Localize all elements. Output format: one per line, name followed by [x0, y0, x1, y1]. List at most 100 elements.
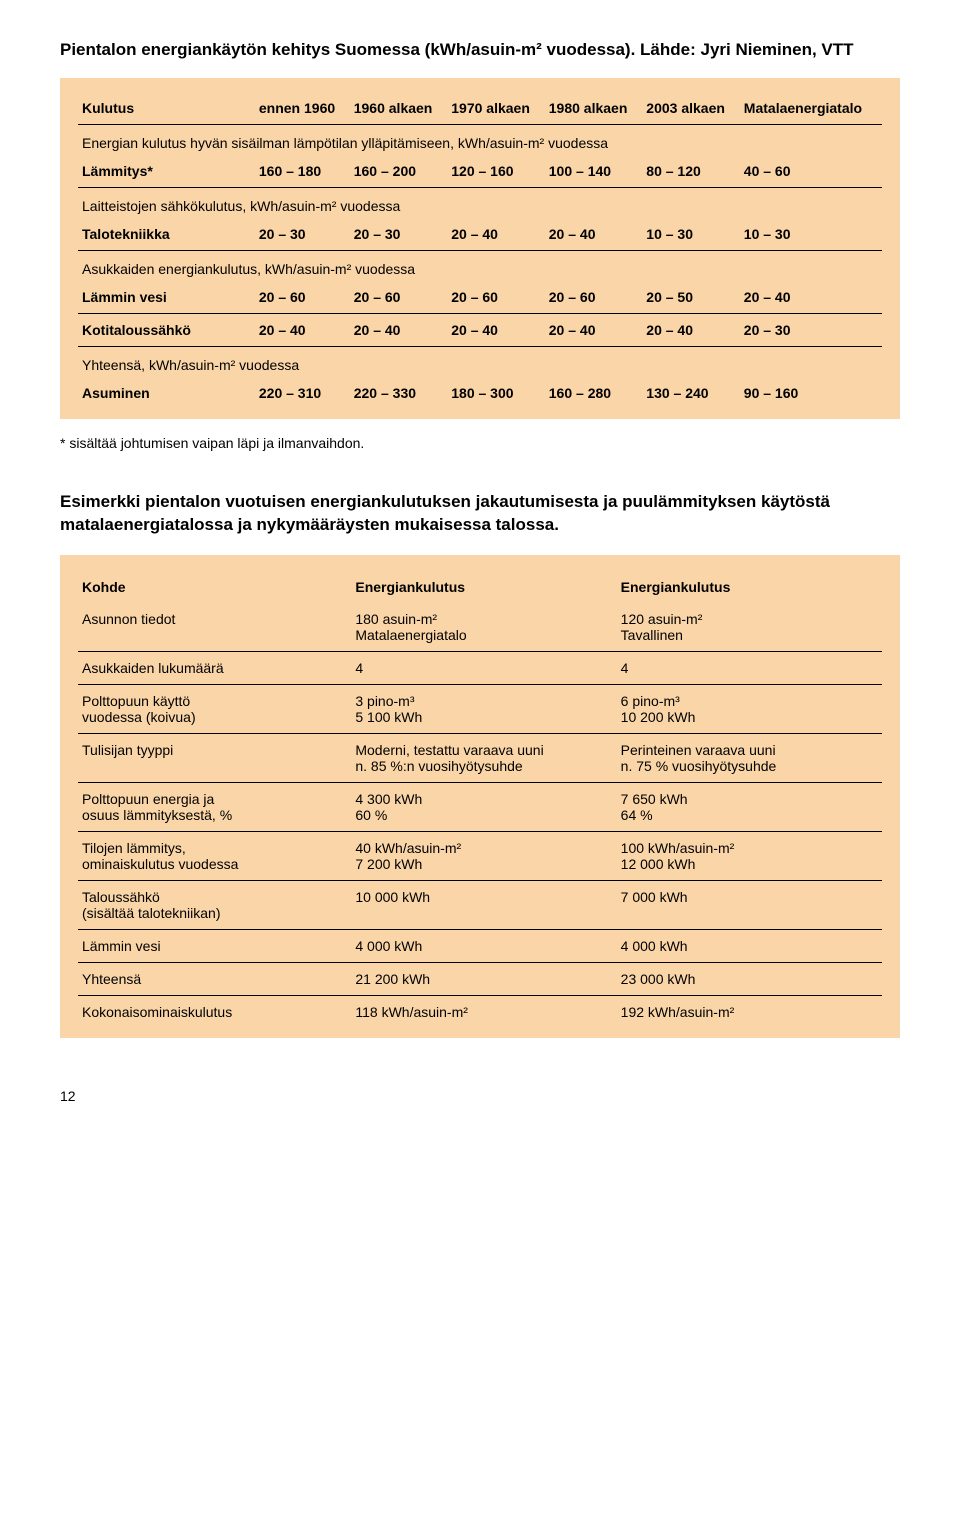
group1-label-row: Energian kulutus hyvän sisäilman lämpöti… [78, 125, 882, 156]
group2-label: Laitteistojen sähkökulutus, kWh/asuin-m²… [78, 188, 882, 219]
cell: 20 – 30 [255, 218, 350, 251]
group4-label: Yhteensä, kWh/asuin-m² vuodessa [78, 347, 882, 378]
cell: Lämmin vesi [78, 281, 255, 314]
cell: 90 – 160 [740, 377, 882, 409]
cell: 20 – 60 [447, 281, 545, 314]
row-col2: 7 650 kWh64 % [617, 782, 882, 831]
table1-container: Kulutus ennen 1960 1960 alkaen 1970 alka… [60, 78, 900, 419]
th-2003alkaen: 2003 alkaen [642, 94, 740, 125]
table2-row: Kokonaisominaiskulutus118 kWh/asuin-m²19… [78, 995, 882, 1028]
cell: Kotitaloussähkö [78, 314, 255, 347]
row-lamminvesi: Lämmin vesi 20 – 60 20 – 60 20 – 60 20 –… [78, 281, 882, 314]
row-col1: 118 kWh/asuin-m² [351, 995, 616, 1028]
row-label: Yhteensä [78, 962, 351, 995]
cell: 160 – 180 [255, 155, 350, 188]
cell: 220 – 310 [255, 377, 350, 409]
th-1980alkaen: 1980 alkaen [545, 94, 643, 125]
row-kotitaloussahko: Kotitaloussähkö 20 – 40 20 – 40 20 – 40 … [78, 314, 882, 347]
cell: 20 – 40 [447, 314, 545, 347]
cell: 180 – 300 [447, 377, 545, 409]
th-energiankulutus2: Energiankulutus [617, 571, 882, 603]
table2-row: Yhteensä21 200 kWh23 000 kWh [78, 962, 882, 995]
cell: Talotekniikka [78, 218, 255, 251]
row-col2: 4 000 kWh [617, 929, 882, 962]
row-label: Polttopuun käyttövuodessa (koivua) [78, 684, 351, 733]
table1-header-row: Kulutus ennen 1960 1960 alkaen 1970 alka… [78, 94, 882, 125]
row-lammitys: Lämmitys* 160 – 180 160 – 200 120 – 160 … [78, 155, 882, 188]
row-col1: 40 kWh/asuin-m²7 200 kWh [351, 831, 616, 880]
row-asuminen: Asuminen 220 – 310 220 – 330 180 – 300 1… [78, 377, 882, 409]
row-label: Tulisijan tyyppi [78, 733, 351, 782]
cell: 20 – 30 [740, 314, 882, 347]
cell: 10 – 30 [642, 218, 740, 251]
table2-row: Polttopuun käyttövuodessa (koivua)3 pino… [78, 684, 882, 733]
row-label: Taloussähkö(sisältää talotekniikan) [78, 880, 351, 929]
cell: 20 – 60 [350, 281, 448, 314]
page-number: 12 [60, 1088, 900, 1104]
row-label: Kokonaisominaiskulutus [78, 995, 351, 1028]
th-kohde: Kohde [78, 571, 351, 603]
section2-title: Esimerkki pientalon vuotuisen energianku… [60, 491, 900, 537]
cell: 80 – 120 [642, 155, 740, 188]
cell: 40 – 60 [740, 155, 882, 188]
th-matala: Matalaenergiatalo [740, 94, 882, 125]
table2-row: Asunnon tiedot180 asuin-m²Matalaenergiat… [78, 603, 882, 652]
footnote: * sisältää johtumisen vaipan läpi ja ilm… [60, 435, 900, 451]
cell: 20 – 40 [350, 314, 448, 347]
cell: 160 – 200 [350, 155, 448, 188]
cell: 130 – 240 [642, 377, 740, 409]
th-kulutus: Kulutus [78, 94, 255, 125]
cell: 160 – 280 [545, 377, 643, 409]
table2-row: Lämmin vesi4 000 kWh4 000 kWh [78, 929, 882, 962]
row-col2: 6 pino-m³10 200 kWh [617, 684, 882, 733]
cell: 20 – 50 [642, 281, 740, 314]
th-1970alkaen: 1970 alkaen [447, 94, 545, 125]
row-col1: Moderni, testattu varaava uunin. 85 %:n … [351, 733, 616, 782]
cell: 20 – 40 [545, 314, 643, 347]
cell: 20 – 40 [447, 218, 545, 251]
row-col1: 4 000 kWh [351, 929, 616, 962]
row-col2: 192 kWh/asuin-m² [617, 995, 882, 1028]
cell: 20 – 30 [350, 218, 448, 251]
row-label: Asunnon tiedot [78, 603, 351, 652]
group3-label-row: Asukkaiden energiankulutus, kWh/asuin-m²… [78, 251, 882, 282]
table2-row: Taloussähkö(sisältää talotekniikan)10 00… [78, 880, 882, 929]
table2-row: Tilojen lämmitys,ominaiskulutus vuodessa… [78, 831, 882, 880]
row-label: Lämmin vesi [78, 929, 351, 962]
row-col1: 21 200 kWh [351, 962, 616, 995]
row-col2: 120 asuin-m²Tavallinen [617, 603, 882, 652]
th-ennen1960: ennen 1960 [255, 94, 350, 125]
cell: Lämmitys* [78, 155, 255, 188]
row-label: Polttopuun energia jaosuus lämmityksestä… [78, 782, 351, 831]
cell: 20 – 40 [642, 314, 740, 347]
row-col1: 180 asuin-m²Matalaenergiatalo [351, 603, 616, 652]
table2-header-row: Kohde Energiankulutus Energiankulutus [78, 571, 882, 603]
group2-label-row: Laitteistojen sähkökulutus, kWh/asuin-m²… [78, 188, 882, 219]
table2: Kohde Energiankulutus Energiankulutus As… [78, 571, 882, 1028]
cell: 20 – 40 [740, 281, 882, 314]
table2-row: Asukkaiden lukumäärä44 [78, 651, 882, 684]
group3-label: Asukkaiden energiankulutus, kWh/asuin-m²… [78, 251, 882, 282]
row-col1: 10 000 kWh [351, 880, 616, 929]
table2-row: Polttopuun energia jaosuus lämmityksestä… [78, 782, 882, 831]
row-talotekniikka: Talotekniikka 20 – 30 20 – 30 20 – 40 20… [78, 218, 882, 251]
row-col1: 3 pino-m³5 100 kWh [351, 684, 616, 733]
cell: 20 – 40 [545, 218, 643, 251]
row-label: Tilojen lämmitys,ominaiskulutus vuodessa [78, 831, 351, 880]
row-col2: 7 000 kWh [617, 880, 882, 929]
cell: 20 – 60 [255, 281, 350, 314]
cell: 100 – 140 [545, 155, 643, 188]
cell: 220 – 330 [350, 377, 448, 409]
group4-label-row: Yhteensä, kWh/asuin-m² vuodessa [78, 347, 882, 378]
section1-title: Pientalon energiankäytön kehitys Suomess… [60, 40, 900, 60]
cell: Asuminen [78, 377, 255, 409]
cell: 120 – 160 [447, 155, 545, 188]
group1-label: Energian kulutus hyvän sisäilman lämpöti… [78, 125, 882, 156]
th-1960alkaen: 1960 alkaen [350, 94, 448, 125]
table1: Kulutus ennen 1960 1960 alkaen 1970 alka… [78, 94, 882, 409]
cell: 10 – 30 [740, 218, 882, 251]
table2-container: Kohde Energiankulutus Energiankulutus As… [60, 555, 900, 1038]
cell: 20 – 60 [545, 281, 643, 314]
row-label: Asukkaiden lukumäärä [78, 651, 351, 684]
row-col2: Perinteinen varaava uunin. 75 % vuosihyö… [617, 733, 882, 782]
